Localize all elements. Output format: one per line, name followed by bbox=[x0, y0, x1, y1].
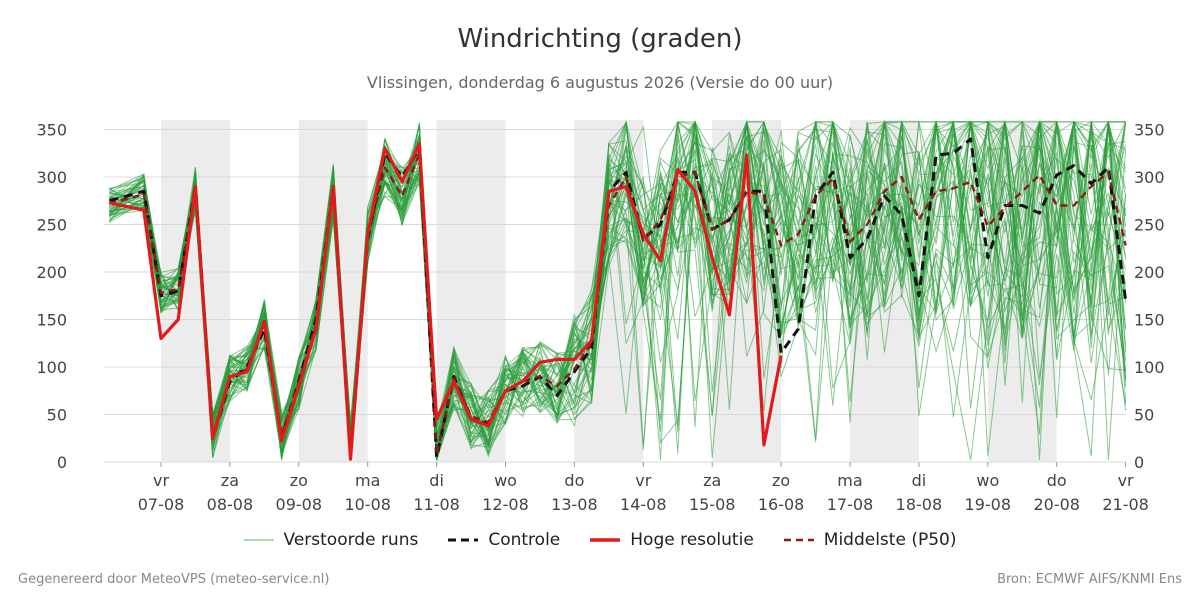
series-line-middelste-p50- bbox=[108, 152, 1127, 456]
legend-item-high-res[interactable]: Hoge resolutie bbox=[590, 530, 754, 550]
x-tick-day-10: ma bbox=[837, 471, 862, 490]
legend-swatch-p50 bbox=[783, 538, 814, 542]
y-tick-right-150: 150 bbox=[1134, 311, 1165, 330]
y-tick-right-300: 300 bbox=[1134, 168, 1165, 187]
x-tick-date-3: 10-08 bbox=[344, 495, 391, 514]
legend-label-high-res: Hoge resolutie bbox=[630, 530, 754, 550]
x-tick-day-8: za bbox=[703, 471, 721, 490]
x-tick-date-14: 21-08 bbox=[1102, 495, 1149, 514]
y-tick-right-50: 50 bbox=[1134, 406, 1154, 425]
legend-item-control[interactable]: Controle bbox=[448, 530, 560, 550]
series-line-controle bbox=[108, 137, 1128, 459]
x-tick-day-4: di bbox=[429, 471, 444, 490]
x-tick-date-6: 13-08 bbox=[551, 495, 598, 514]
y-tick-right-100: 100 bbox=[1134, 358, 1165, 377]
legend-label-p50: Middelste (P50) bbox=[823, 530, 957, 550]
y-tick-left-300: 300 bbox=[36, 168, 67, 187]
x-tick-day-13: do bbox=[1047, 471, 1067, 490]
y-tick-left-150: 150 bbox=[36, 311, 67, 330]
series-line-hoge-resolutie bbox=[108, 142, 783, 461]
x-tick-day-6: do bbox=[564, 471, 584, 490]
x-tick-date-4: 11-08 bbox=[413, 495, 460, 514]
x-tick-day-11: di bbox=[912, 471, 927, 490]
ensemble-member-44 bbox=[109, 121, 1126, 461]
x-tick-date-10: 17-08 bbox=[827, 495, 874, 514]
y-tick-left-50: 50 bbox=[47, 406, 67, 425]
footer-generated-by: Gegenereerd door MeteoVPS (meteo-service… bbox=[18, 572, 330, 587]
x-tick-date-5: 12-08 bbox=[482, 495, 529, 514]
legend-swatch-perturbed bbox=[243, 539, 274, 541]
y-tick-right-200: 200 bbox=[1134, 263, 1165, 282]
legend-swatch-control bbox=[448, 538, 479, 542]
ensemble-member-40 bbox=[109, 121, 1127, 461]
x-tick-day-5: wo bbox=[494, 471, 517, 490]
legend-label-control: Controle bbox=[488, 530, 561, 550]
x-tick-day-1: za bbox=[221, 471, 239, 490]
x-tick-date-12: 19-08 bbox=[965, 495, 1012, 514]
x-tick-day-3: ma bbox=[355, 471, 380, 490]
x-tick-date-8: 15-08 bbox=[689, 495, 736, 514]
x-tick-day-12: wo bbox=[976, 471, 999, 490]
y-tick-left-0: 0 bbox=[57, 453, 67, 472]
x-tick-date-7: 14-08 bbox=[620, 495, 667, 514]
x-tick-day-2: zo bbox=[290, 471, 308, 490]
x-tick-date-11: 18-08 bbox=[896, 495, 943, 514]
x-tick-date-0: 07-08 bbox=[138, 495, 185, 514]
x-tick-date-2: 09-08 bbox=[276, 495, 323, 514]
chart-title: Windrichting (graden) bbox=[457, 24, 743, 54]
x-tick-day-0: vr bbox=[153, 471, 169, 490]
y-tick-left-250: 250 bbox=[36, 216, 67, 235]
legend-swatch-high-res bbox=[590, 538, 621, 542]
y-tick-left-100: 100 bbox=[36, 358, 67, 377]
legend-label-perturbed: Verstoorde runs bbox=[283, 530, 419, 550]
y-tick-left-350: 350 bbox=[36, 121, 67, 140]
x-tick-date-9: 16-08 bbox=[758, 495, 805, 514]
y-tick-right-350: 350 bbox=[1134, 121, 1165, 140]
x-tick-date-1: 08-08 bbox=[207, 495, 254, 514]
y-tick-left-200: 200 bbox=[36, 263, 67, 282]
x-tick-day-7: vr bbox=[635, 471, 651, 490]
x-tick-date-13: 20-08 bbox=[1033, 495, 1080, 514]
legend-item-p50[interactable]: Middelste (P50) bbox=[783, 530, 957, 550]
legend-item-perturbed[interactable]: Verstoorde runs bbox=[243, 530, 419, 550]
y-tick-right-250: 250 bbox=[1134, 216, 1165, 235]
footer-source: Bron: ECMWF AIFS/KNMI Ens bbox=[997, 572, 1182, 587]
chart-subtitle: Vlissingen, donderdag 6 augustus 2026 (V… bbox=[366, 73, 834, 92]
y-tick-right-0: 0 bbox=[1134, 453, 1144, 472]
chart-legend: Verstoorde runs Controle Hoge resolutie … bbox=[0, 530, 1200, 550]
x-tick-day-14: vr bbox=[1118, 471, 1134, 490]
x-tick-day-9: zo bbox=[772, 471, 790, 490]
